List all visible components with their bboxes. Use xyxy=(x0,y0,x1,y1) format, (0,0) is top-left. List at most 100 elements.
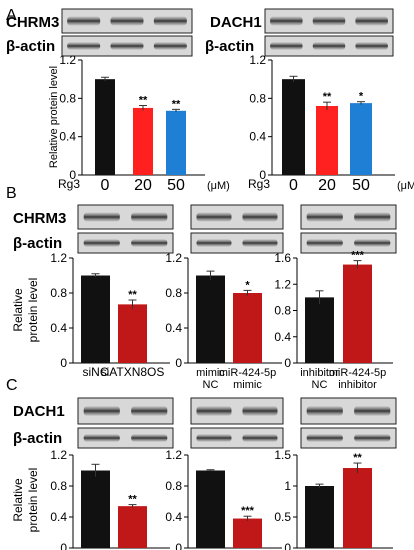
y-tick-label: 0.8 xyxy=(50,286,67,300)
blot-band xyxy=(306,406,343,416)
bar xyxy=(196,470,225,548)
bar xyxy=(118,304,147,363)
chart-2: 0 0.4 0.8 1.2 siNC ** siATXN8OS xyxy=(50,251,170,379)
blot-band xyxy=(83,434,120,442)
western-blot-c-2-row-0 xyxy=(300,397,397,425)
blot-band xyxy=(306,434,343,442)
y-axis-title-a: Relative protein level xyxy=(48,66,60,168)
y-tick-label: 1 xyxy=(284,479,291,493)
y-tick-label: 0 xyxy=(284,356,291,370)
loading-label-c-0: β-actin xyxy=(13,430,62,447)
blot-label-a-0: CHRM3 xyxy=(6,14,59,31)
blot-band xyxy=(354,434,391,442)
western-blot-c-0-row-0 xyxy=(77,397,174,425)
blot-band xyxy=(67,42,101,50)
y-tick-label: 1.2 xyxy=(165,448,182,462)
x-category-label: 50 xyxy=(352,177,370,194)
bar xyxy=(343,468,372,548)
y-tick-label: 0.8 xyxy=(165,479,182,493)
y-tick-label: 0 xyxy=(284,541,291,550)
blot-frame xyxy=(77,232,174,254)
loading-label-b-0: β-actin xyxy=(13,235,62,252)
y-axis-title-b-1: protein level xyxy=(26,278,40,343)
significance-marker: ** xyxy=(172,98,181,110)
y-tick-label: 0 xyxy=(60,541,67,550)
western-blot-a-1-row-0 xyxy=(264,8,394,34)
y-tick-label: 0.8 xyxy=(165,286,182,300)
y-tick-label: 1.2 xyxy=(50,251,67,265)
blot-label-b-0: CHRM3 xyxy=(13,210,66,227)
y-tick-label: 1.6 xyxy=(274,251,291,265)
blot-band xyxy=(131,239,168,247)
y-tick-label: 0.8 xyxy=(249,91,266,105)
blot-band xyxy=(354,406,391,416)
y-tick-label: 0.4 xyxy=(274,330,291,344)
bar xyxy=(305,297,334,363)
panel-letter-b: B xyxy=(6,185,17,202)
y-tick-label: 1.2 xyxy=(50,448,67,462)
y-tick-label: 0.5 xyxy=(274,510,291,524)
western-blot-a-1-row-1 xyxy=(264,35,394,57)
significance-marker: ** xyxy=(139,95,148,107)
x-category-label: 20 xyxy=(134,177,152,194)
blot-band xyxy=(196,434,232,442)
y-tick-label: 0 xyxy=(259,168,266,182)
unit-label: (μM) xyxy=(397,180,414,192)
blot-band xyxy=(110,16,144,26)
y-tick-label: 0.4 xyxy=(59,130,76,144)
blot-band xyxy=(242,434,278,442)
blot-band xyxy=(131,434,168,442)
western-blot-b-2-row-1 xyxy=(300,232,397,254)
chart-0: 0 0.4 0.8 1.2 0 ** 20 ** 50 Rg3 (μM) xyxy=(58,53,230,194)
bar xyxy=(305,486,334,548)
significance-marker: ** xyxy=(323,91,332,103)
blot-band xyxy=(306,212,343,222)
x-category-label: inhibitor xyxy=(300,367,339,379)
bar xyxy=(133,107,153,175)
blot-band xyxy=(196,406,232,416)
blot-band xyxy=(196,212,232,222)
blot-band xyxy=(242,212,278,222)
blot-band xyxy=(131,212,168,222)
western-blot-b-0-row-0 xyxy=(77,204,174,230)
western-blot-b-1-row-0 xyxy=(190,204,284,230)
y-tick-label: 0 xyxy=(69,168,76,182)
y-axis-title-b-0: Relative xyxy=(11,288,25,332)
y-tick-label: 0.4 xyxy=(50,321,67,335)
x-category-label: siNC xyxy=(83,365,109,379)
significance-marker: *** xyxy=(241,505,255,517)
blot-band xyxy=(153,16,187,26)
blot-label-c-0: DACH1 xyxy=(13,403,65,420)
bar xyxy=(166,110,186,175)
loading-label-a-1: β-actin xyxy=(205,38,254,55)
blot-frame xyxy=(77,427,174,449)
blot-band xyxy=(270,42,303,50)
y-tick-label: 0.4 xyxy=(165,321,182,335)
chart-4: 00.40.81.21.6inhibitorNC***miR-424-5pinh… xyxy=(274,250,393,391)
y-axis-title-c-0: Relative xyxy=(11,478,25,522)
x-category-label: 0 xyxy=(289,177,298,194)
y-tick-label: 0 xyxy=(175,356,182,370)
blot-band xyxy=(131,406,168,416)
y-axis-title-c-1: protein level xyxy=(26,468,40,533)
blot-band xyxy=(355,42,388,50)
blot-band xyxy=(242,406,278,416)
western-blot-c-1-row-1 xyxy=(190,427,284,449)
y-tick-label: 0.4 xyxy=(50,510,67,524)
significance-marker: * xyxy=(359,91,364,103)
bar xyxy=(95,79,115,175)
treatment-label: Rg3 xyxy=(248,177,270,191)
x-category-label: mimic xyxy=(233,379,262,391)
y-tick-label: 0.4 xyxy=(249,130,266,144)
significance-marker: *** xyxy=(351,250,365,262)
blot-band xyxy=(354,212,391,222)
y-tick-label: 1.2 xyxy=(59,53,76,67)
western-blot-c-1-row-0 xyxy=(190,397,284,425)
x-category-label: mimic xyxy=(196,367,225,379)
blot-band xyxy=(270,16,303,26)
x-category-label: inhibitor xyxy=(338,379,377,391)
blot-frame xyxy=(190,232,284,254)
y-tick-label: 0.8 xyxy=(50,479,67,493)
